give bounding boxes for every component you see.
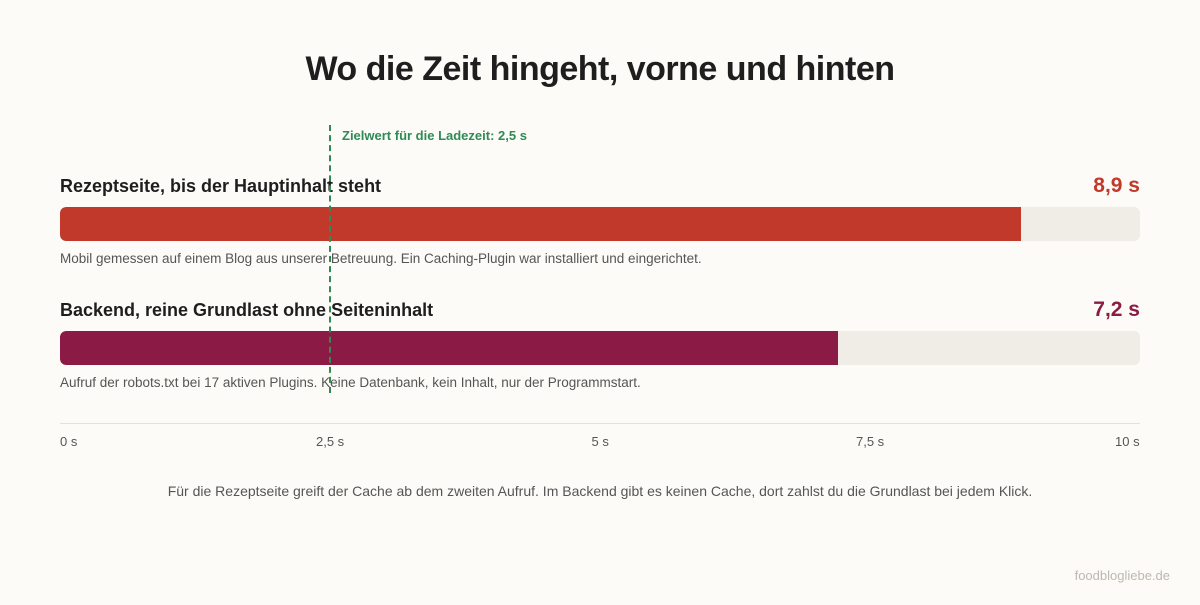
source-credit: foodblogliebe.de (1074, 568, 1170, 583)
bar-value-rezeptseite: 8,9 s (1093, 174, 1140, 197)
x-tick-label-10: 10 s (1115, 434, 1140, 449)
bar-fill-rezeptseite (60, 207, 1022, 241)
target-reference-label: Zielwert für die Ladezeit: 2,5 s (342, 128, 527, 143)
x-axis-line (60, 423, 1140, 424)
bar-value-backend: 7,2 s (1093, 298, 1140, 321)
bar-fill-backend (60, 331, 838, 365)
bar-note-backend: Aufruf der robots.txt bei 17 aktiven Plu… (60, 375, 641, 390)
bar-track-rezeptseite (60, 207, 1140, 241)
bar-chart: Rezeptseite, bis der Hauptinhalt steht 8… (60, 120, 1140, 460)
bar-note-rezeptseite: Mobil gemessen auf einem Blog aus unsere… (60, 251, 702, 266)
x-tick-label-5: 5 s (591, 434, 609, 449)
bar-label-backend: Backend, reine Grundlast ohne Seiteninha… (60, 300, 434, 320)
target-reference-line (329, 125, 331, 393)
bar-label-rezeptseite: Rezeptseite, bis der Hauptinhalt steht (60, 176, 382, 196)
chart-title: Wo die Zeit hingeht, vorne und hinten (305, 50, 895, 88)
bar-track-backend (60, 331, 1140, 365)
x-tick-label-0: 0 s (60, 434, 78, 449)
x-tick-label-2-5: 2,5 s (316, 434, 345, 449)
chart-footnote: Für die Rezeptseite greift der Cache ab … (167, 483, 1033, 499)
x-tick-label-7-5: 7,5 s (856, 434, 885, 449)
